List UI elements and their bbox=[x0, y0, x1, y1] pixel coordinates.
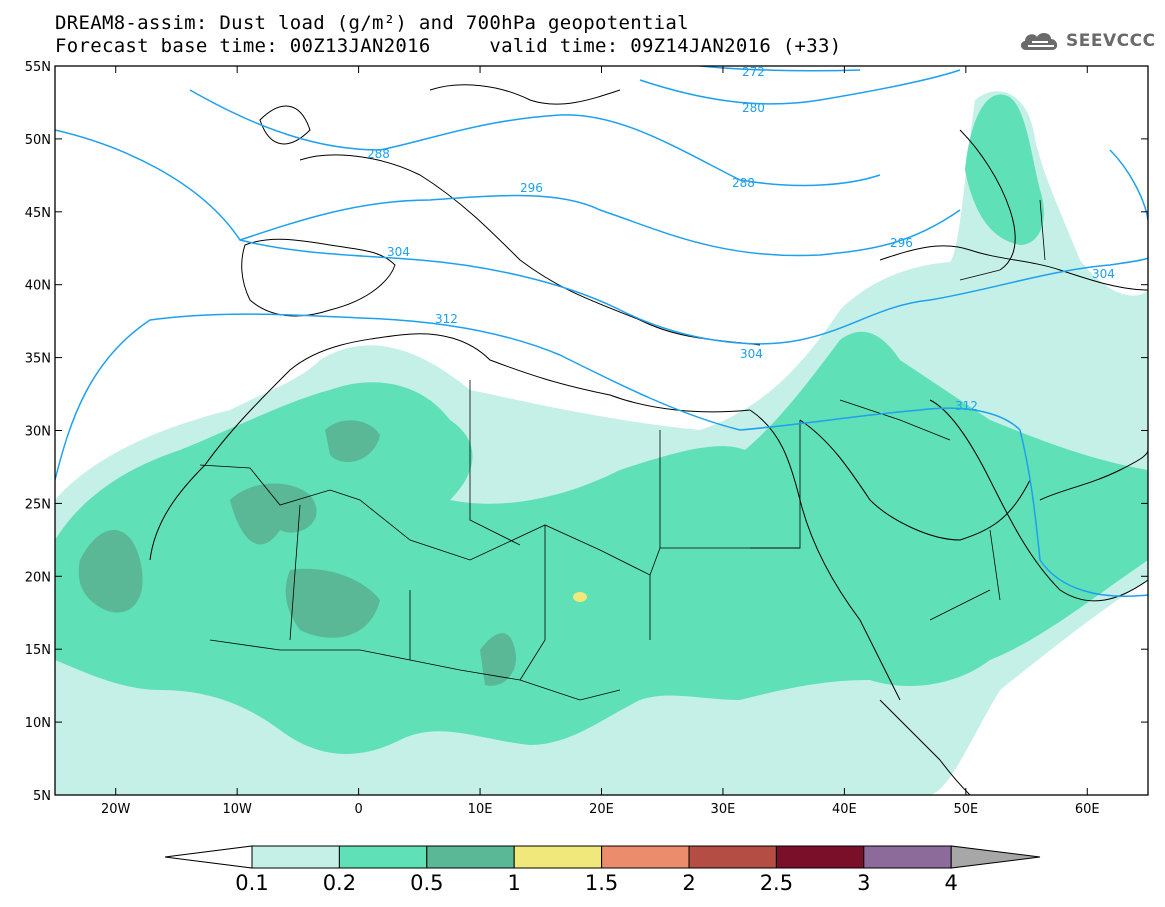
logo-text: SEEVCCC bbox=[1066, 31, 1156, 51]
map-title: DREAM8-assim: Dust load (g/m²) and 700hP… bbox=[55, 12, 689, 34]
colorbar-swatch bbox=[775, 845, 865, 869]
colorbar-label: 0.1 bbox=[235, 871, 268, 895]
dust-peak-cell bbox=[573, 592, 587, 602]
lat-tick-label: 40N bbox=[25, 279, 51, 294]
lat-tick-label: 10N bbox=[25, 716, 51, 731]
dust-layer-dark-4 bbox=[78, 530, 143, 613]
colorbar-under-triangle bbox=[164, 845, 253, 869]
colorbar-swatch bbox=[601, 845, 690, 869]
contour-label: 304 bbox=[1092, 267, 1115, 281]
seevccc-logo: SEEVCCC bbox=[1018, 28, 1156, 54]
geopotential-contours bbox=[55, 66, 1148, 597]
lat-tick-label: 55N bbox=[25, 60, 51, 75]
dust-layer-dark-3 bbox=[325, 420, 380, 463]
colorbar-swatch bbox=[338, 845, 428, 869]
colorbar-over-triangle bbox=[950, 845, 1041, 869]
lon-tick-label: 10W bbox=[222, 802, 252, 817]
contour-label: 312 bbox=[955, 399, 978, 413]
lat-tick-label: 5N bbox=[33, 789, 51, 804]
lon-tick-label: 0 bbox=[354, 802, 362, 817]
colorbar-label: 0.5 bbox=[410, 871, 443, 895]
colorbar-swatch bbox=[863, 845, 952, 869]
colorbar-swatch bbox=[251, 845, 340, 869]
colorbar-label: 1 bbox=[508, 871, 521, 895]
lat-tick-label: 25N bbox=[25, 497, 51, 512]
lat-tick-label: 15N bbox=[25, 643, 51, 658]
colorbar: 0.1 0.2 0.5 1 1.5 2 2.5 3 4 bbox=[164, 845, 1041, 895]
cloud-icon bbox=[1020, 33, 1058, 50]
colorbar-swatch bbox=[426, 845, 515, 869]
lat-tick-label: 45N bbox=[25, 206, 51, 221]
colorbar-label: 2 bbox=[682, 871, 695, 895]
colorbar-label: 4 bbox=[945, 871, 958, 895]
lon-tick-label: 20E bbox=[589, 802, 614, 817]
lon-tick-label: 20W bbox=[101, 802, 131, 817]
colorbar-swatch bbox=[688, 845, 777, 869]
lon-tick-label: 60E bbox=[1075, 802, 1100, 817]
colorbar-swatch bbox=[513, 845, 603, 869]
dust-field bbox=[55, 66, 1148, 795]
dust-layer-dark-2 bbox=[285, 568, 380, 638]
colorbar-label: 1.5 bbox=[585, 871, 618, 895]
lat-tick-label: 50N bbox=[25, 133, 51, 148]
dust-plume-east bbox=[965, 94, 1044, 246]
lon-tick-label: 40E bbox=[832, 802, 857, 817]
contour-label: 272 bbox=[742, 65, 765, 79]
lat-tick-label: 35N bbox=[25, 352, 51, 367]
latitude-axis: 55N 50N 45N 40N 35N 30N 25N 20N 15N 10N 5N bbox=[25, 60, 1148, 804]
contour-label: 288 bbox=[732, 176, 755, 190]
contour-label: 304 bbox=[387, 245, 410, 259]
lat-tick-label: 30N bbox=[25, 425, 51, 440]
dust-layer-dark-5 bbox=[480, 633, 516, 686]
longitude-axis: 20W 10W 0 10E 20E 30E 40E 50E 60E bbox=[101, 66, 1100, 817]
contour-label: 288 bbox=[367, 147, 390, 161]
dust-layer-dark-1 bbox=[230, 483, 317, 545]
lat-tick-label: 20N bbox=[25, 570, 51, 585]
lon-tick-label: 30E bbox=[711, 802, 736, 817]
contour-label: 312 bbox=[435, 312, 458, 326]
colorbar-label: 2.5 bbox=[760, 871, 793, 895]
contour-labels: 272 280 288 288 296 296 304 304 304 312 … bbox=[367, 65, 1115, 413]
contour-label: 296 bbox=[890, 236, 913, 250]
contour-label: 280 bbox=[742, 101, 765, 115]
lon-tick-label: 10E bbox=[468, 802, 493, 817]
colorbar-label: 0.2 bbox=[323, 871, 356, 895]
colorbar-label: 3 bbox=[857, 871, 870, 895]
lon-tick-label: 50E bbox=[953, 802, 978, 817]
map-subtitle: Forecast base time: 00Z13JAN2016 valid t… bbox=[55, 35, 842, 57]
contour-label: 296 bbox=[520, 181, 543, 195]
contour-label: 304 bbox=[740, 347, 763, 361]
country-borders bbox=[199, 199, 1046, 701]
coastlines bbox=[149, 84, 1148, 795]
